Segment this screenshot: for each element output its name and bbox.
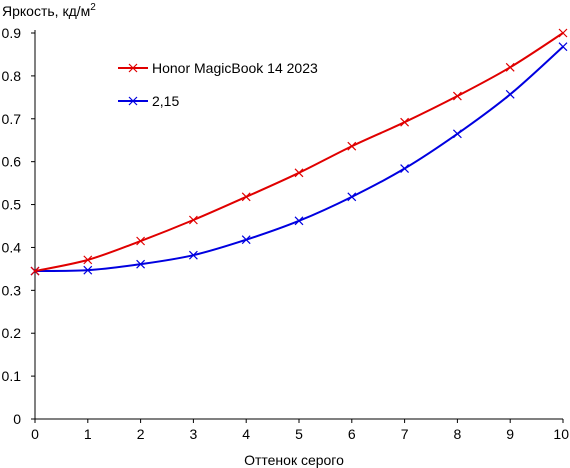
x-tick-label-2: 2	[137, 426, 145, 442]
x-tick-label-4: 4	[242, 426, 250, 442]
y-tick-label-0: 0	[13, 411, 21, 427]
x-tick-label-10: 10	[553, 426, 569, 442]
series-1-point-3	[188, 250, 198, 260]
series-0-point-6	[347, 141, 357, 151]
y-tick-label-1: 0.1	[2, 368, 22, 384]
y-tick-label-2: 0.2	[2, 325, 22, 341]
x-tick-label-6: 6	[348, 426, 356, 442]
series-1-point-7	[400, 164, 410, 173]
series-1-point-8	[452, 129, 462, 139]
series-0-point-4	[241, 192, 251, 202]
x-axis-title: Оттенок серого	[244, 452, 344, 468]
y-tick-label-4: 0.4	[2, 239, 22, 255]
y-tick-label-5: 0.5	[2, 197, 22, 213]
plot-area: 0 0.1 0.2 0.3 0.4 0.5 0.6 0.7 0.8 0.9 0 1 2 3 4 5 6 7 8 9 10…	[2, 25, 570, 442]
legend-marker-1	[128, 96, 138, 106]
y-tick-label-7: 0.7	[2, 111, 22, 127]
series-1-point-6	[347, 192, 357, 202]
x-tick-label-1: 1	[84, 426, 92, 442]
series-1-point-2	[136, 259, 146, 269]
series-0-point-10	[558, 28, 568, 38]
x-tick-label-0: 0	[31, 426, 39, 442]
series-0-point-2	[136, 236, 146, 246]
y-axis-title-text: Яркость, кд/м	[2, 3, 90, 19]
series-0-point-9	[505, 62, 515, 72]
series-0-point-7	[400, 117, 410, 127]
legend-label-0: Honor MagicBook 14 2023	[152, 60, 318, 76]
y-tick-label-6: 0.6	[2, 154, 22, 170]
series-0-point-1	[83, 255, 93, 265]
series-1-point-4	[241, 235, 251, 245]
series-0-point-8	[452, 91, 462, 101]
y-axis-title-superscript: 2	[90, 2, 96, 13]
series-0-point-5	[294, 168, 304, 178]
x-tick-label-9: 9	[506, 426, 514, 442]
x-tick-label-5: 5	[295, 426, 303, 442]
y-tick-label-9: 0.9	[2, 25, 22, 41]
legend-marker-0	[128, 63, 138, 73]
x-tick-label-7: 7	[401, 426, 409, 442]
y-axis-title: Яркость, кд/м2	[2, 2, 96, 19]
series-0-point-3	[188, 215, 198, 225]
x-tick-label-8: 8	[454, 426, 462, 442]
series-1-point-10	[558, 42, 568, 52]
y-tick-label-3: 0.3	[2, 282, 22, 298]
series-line-1	[34, 45, 564, 273]
series-1-point-1	[83, 265, 93, 275]
series-0-point-0	[30, 266, 40, 276]
series-1-point-9	[505, 89, 515, 99]
y-tick-label-8: 0.8	[2, 68, 22, 84]
series-1-point-5	[294, 216, 304, 226]
legend-label-1: 2,15	[152, 93, 179, 109]
x-tick-label-3: 3	[190, 426, 198, 442]
